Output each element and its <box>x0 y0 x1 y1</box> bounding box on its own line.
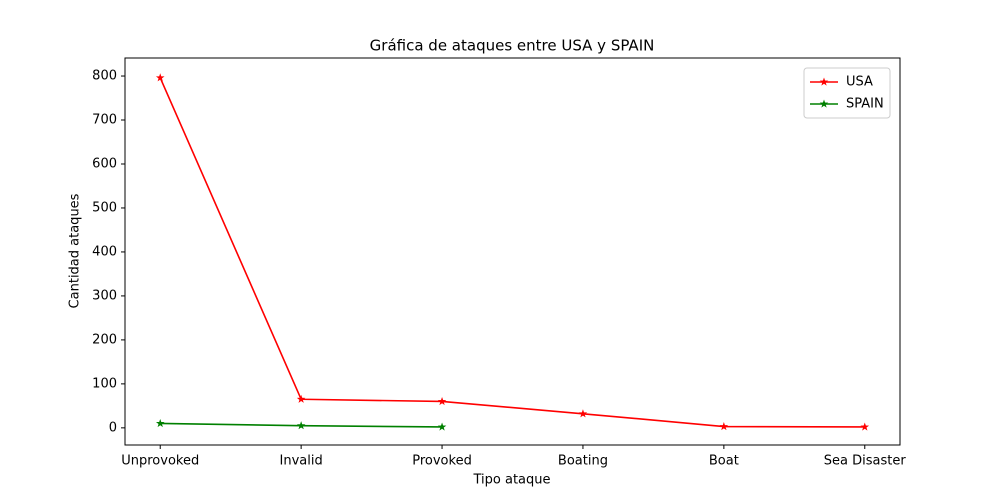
plot-frame <box>124 57 901 446</box>
y-tick-label: 600 <box>92 156 117 171</box>
y-axis-label: Cantidad ataques <box>68 193 83 308</box>
y-tick-label: 400 <box>92 244 117 259</box>
data-point <box>578 409 588 418</box>
legend: USA SPAIN <box>803 67 891 119</box>
data-point <box>155 73 165 82</box>
data-point <box>296 394 306 403</box>
y-tick-label: 200 <box>92 332 117 347</box>
data-point <box>437 422 447 431</box>
y-tick-label: 100 <box>92 376 117 391</box>
data-point <box>296 421 306 430</box>
data-point <box>155 418 165 428</box>
chart-title: Gráfica de ataques entre USA y SPAIN <box>370 37 655 55</box>
y-tick-label: 800 <box>92 69 117 84</box>
legend-marker <box>819 77 829 86</box>
y-tick-label: 300 <box>92 288 117 303</box>
x-tick-label: Boating <box>558 454 608 469</box>
legend-label: SPAIN <box>846 97 884 112</box>
x-tick-label: Sea Disaster <box>824 454 907 469</box>
data-point <box>437 396 447 406</box>
x-tick-label: Boat <box>709 454 739 469</box>
x-tick-label: Invalid <box>280 454 323 469</box>
series-line <box>159 77 865 428</box>
legend-marker <box>819 99 829 108</box>
y-tick-label: 500 <box>92 200 117 215</box>
data-point <box>860 422 870 431</box>
data-point <box>719 422 729 431</box>
y-tick-label: 0 <box>109 420 117 435</box>
x-axis-label: Tipo ataque <box>472 473 550 488</box>
legend-label: USA <box>846 75 873 90</box>
x-tick-label: Unprovoked <box>121 454 199 469</box>
x-tick-label: Provoked <box>412 454 472 469</box>
y-tick-label: 700 <box>92 113 117 128</box>
